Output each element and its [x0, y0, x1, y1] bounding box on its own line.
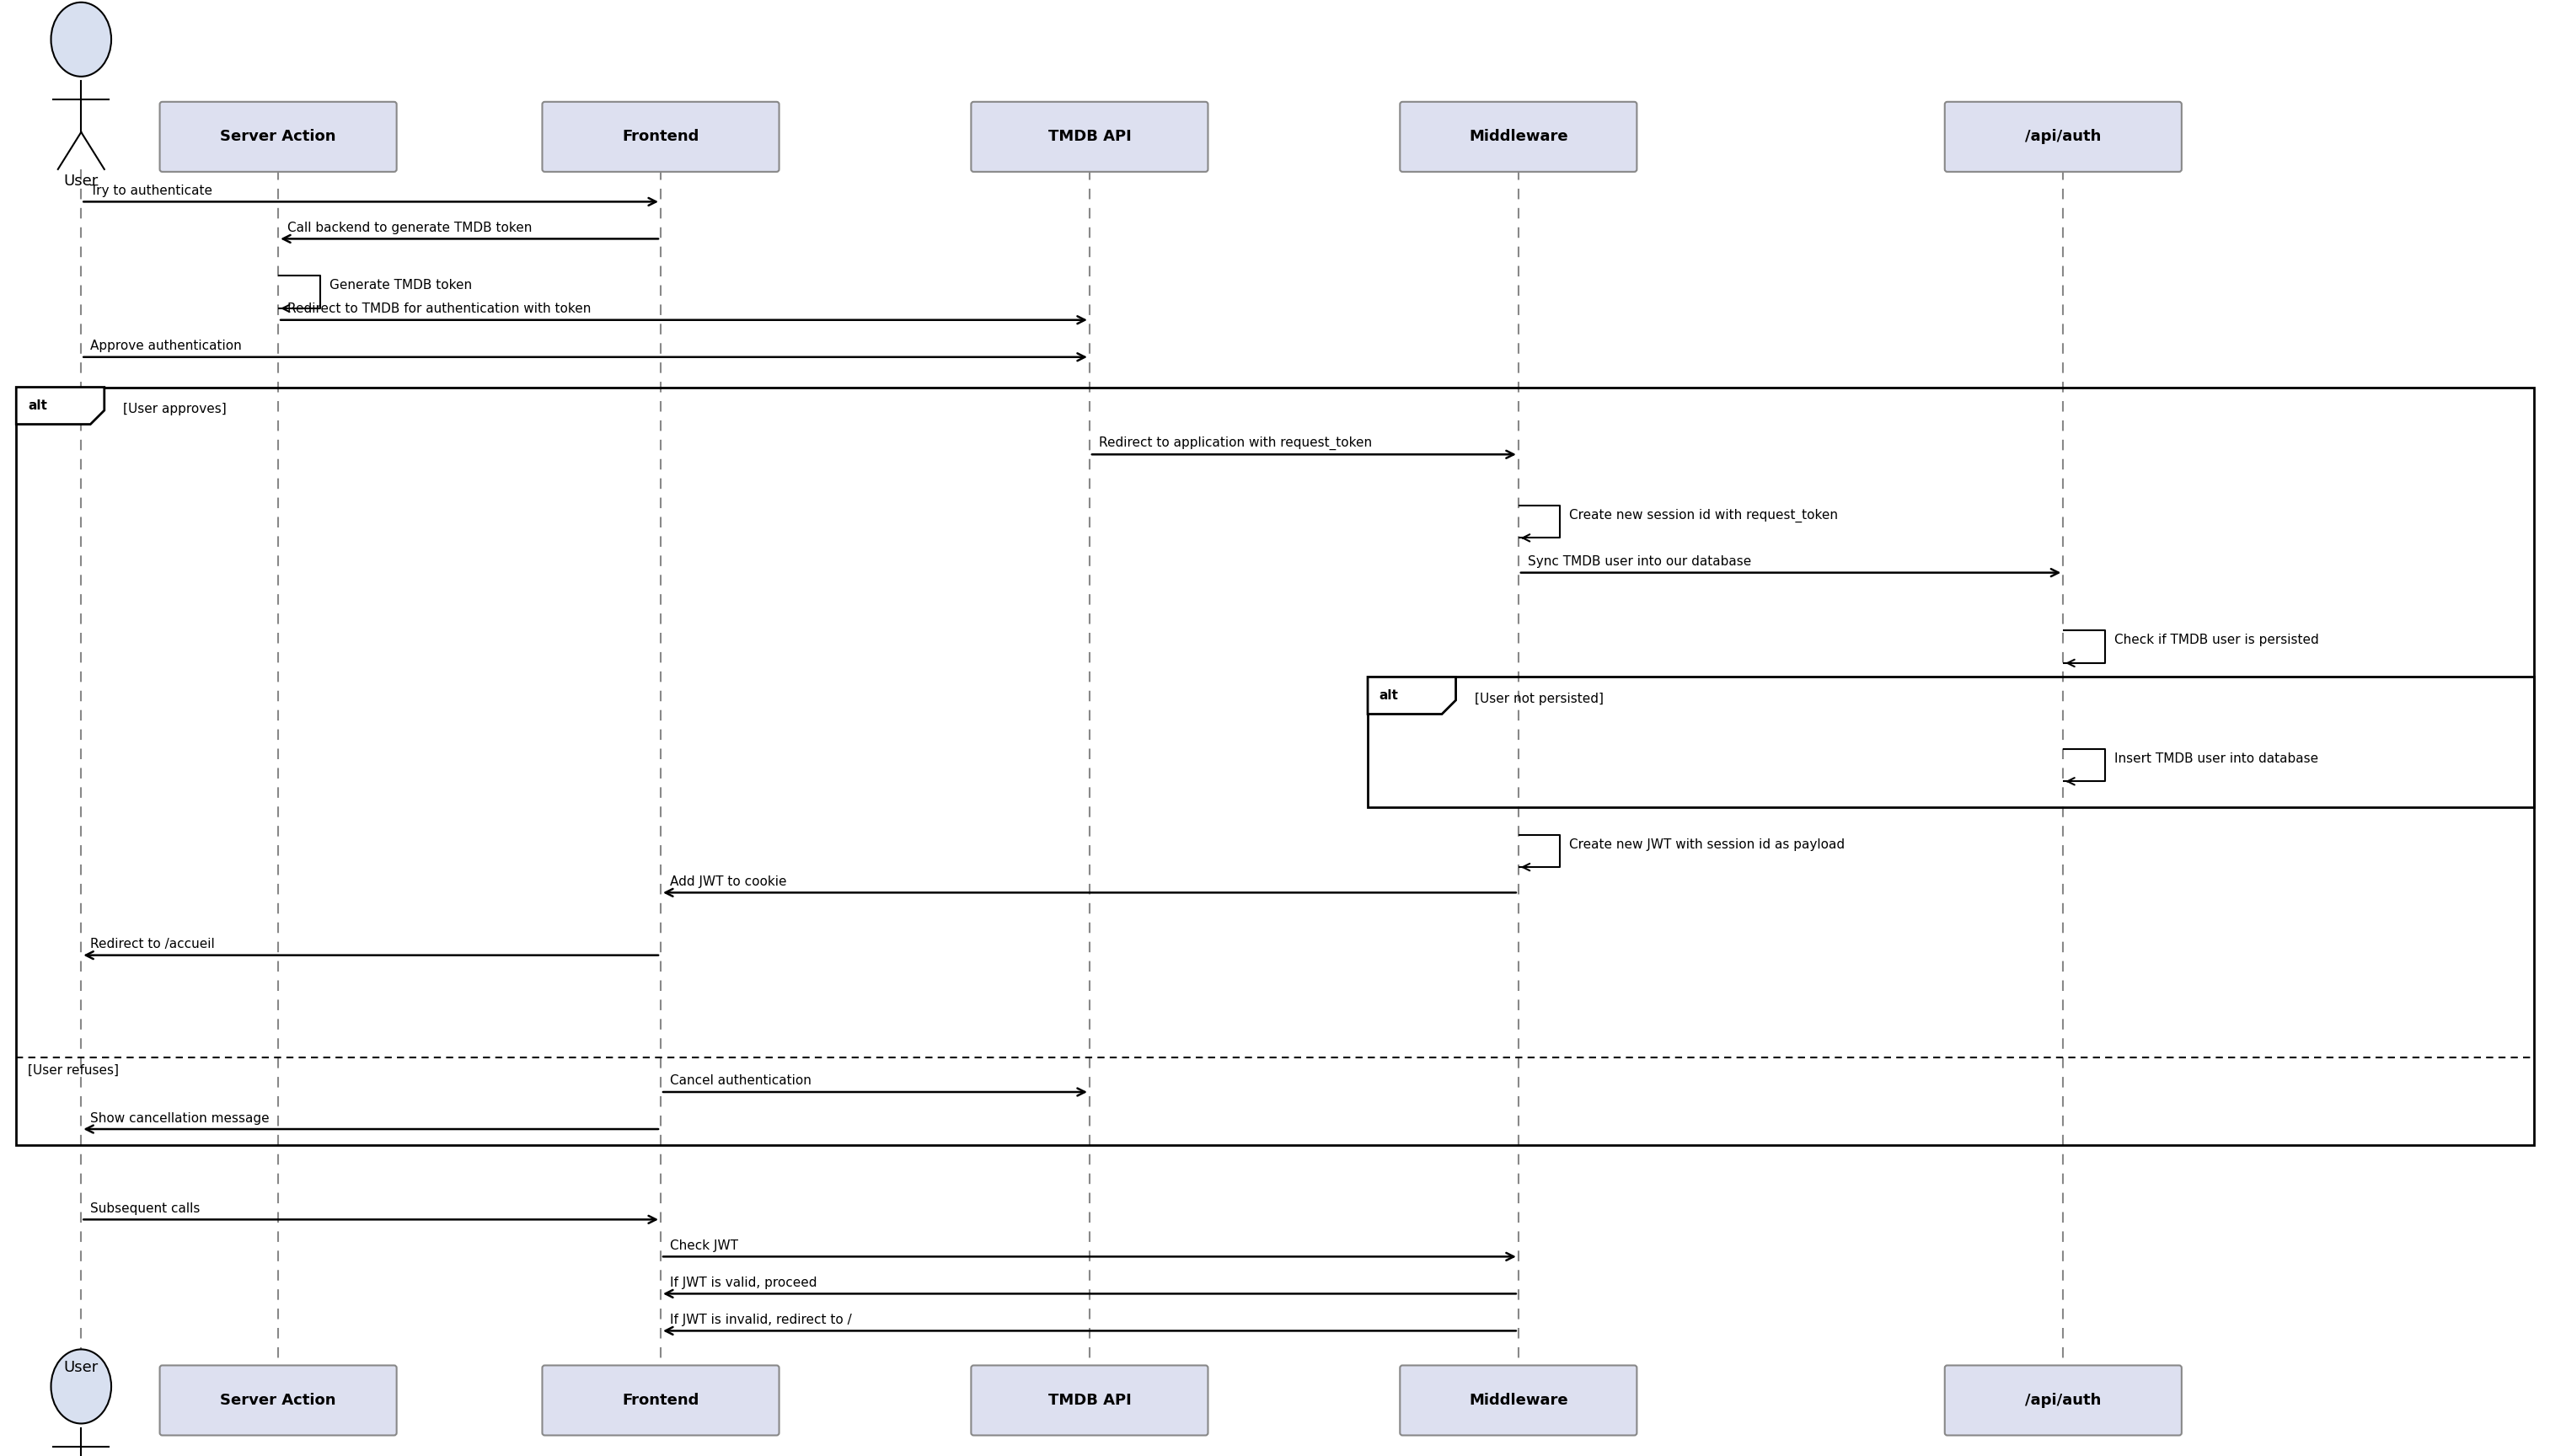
Text: User: User	[64, 1360, 99, 1374]
Text: /api/auth: /api/auth	[2025, 130, 2101, 144]
FancyBboxPatch shape	[1946, 102, 2183, 172]
Text: Approve authentication: Approve authentication	[89, 339, 242, 352]
Text: Check JWT: Check JWT	[671, 1239, 737, 1252]
Ellipse shape	[51, 1350, 112, 1424]
Text: If JWT is valid, proceed: If JWT is valid, proceed	[671, 1277, 816, 1289]
Ellipse shape	[51, 3, 112, 77]
FancyBboxPatch shape	[972, 102, 1209, 172]
Text: /api/auth: /api/auth	[2025, 1393, 2101, 1408]
Text: Generate TMDB token: Generate TMDB token	[329, 280, 472, 293]
Text: User: User	[64, 173, 99, 189]
Text: Sync TMDB user into our database: Sync TMDB user into our database	[1527, 555, 1752, 568]
Text: Redirect to TMDB for authentication with token: Redirect to TMDB for authentication with…	[288, 303, 592, 316]
FancyBboxPatch shape	[972, 1366, 1209, 1436]
FancyBboxPatch shape	[161, 102, 398, 172]
Text: Redirect to /accueil: Redirect to /accueil	[89, 938, 214, 951]
Bar	[1367, 677, 2535, 807]
Text: TMDB API: TMDB API	[1048, 1393, 1132, 1408]
Text: alt: alt	[1380, 689, 1397, 702]
Text: Redirect to application with request_token: Redirect to application with request_tok…	[1099, 437, 1372, 450]
Text: [User refuses]: [User refuses]	[28, 1064, 120, 1077]
Text: Middleware: Middleware	[1469, 130, 1568, 144]
Text: alt: alt	[28, 399, 46, 412]
Text: Frontend: Frontend	[622, 130, 699, 144]
Text: Show cancellation message: Show cancellation message	[89, 1112, 270, 1124]
Text: Insert TMDB user into database: Insert TMDB user into database	[2114, 753, 2318, 764]
FancyBboxPatch shape	[1400, 1366, 1637, 1436]
Text: Create new session id with request_token: Create new session id with request_token	[1568, 508, 1839, 523]
FancyBboxPatch shape	[543, 1366, 780, 1436]
Text: Server Action: Server Action	[219, 1393, 337, 1408]
Text: Create new JWT with session id as payload: Create new JWT with session id as payloa…	[1568, 839, 1846, 850]
Text: [User not persisted]: [User not persisted]	[1474, 693, 1604, 706]
Text: Frontend: Frontend	[622, 1393, 699, 1408]
Polygon shape	[15, 387, 105, 424]
Text: Cancel authentication: Cancel authentication	[671, 1075, 811, 1088]
FancyBboxPatch shape	[543, 102, 780, 172]
FancyBboxPatch shape	[1400, 102, 1637, 172]
Text: Check if TMDB user is persisted: Check if TMDB user is persisted	[2114, 633, 2318, 646]
Text: TMDB API: TMDB API	[1048, 130, 1132, 144]
Text: Add JWT to cookie: Add JWT to cookie	[671, 875, 785, 888]
Bar	[15, 387, 2535, 1146]
Text: Call backend to generate TMDB token: Call backend to generate TMDB token	[288, 221, 533, 234]
Text: Subsequent calls: Subsequent calls	[89, 1203, 201, 1214]
FancyBboxPatch shape	[161, 1366, 398, 1436]
Polygon shape	[1367, 677, 1456, 713]
Text: [User approves]: [User approves]	[122, 403, 227, 416]
Text: Try to authenticate: Try to authenticate	[89, 185, 212, 197]
Text: Middleware: Middleware	[1469, 1393, 1568, 1408]
Text: Server Action: Server Action	[219, 130, 337, 144]
Text: If JWT is invalid, redirect to /: If JWT is invalid, redirect to /	[671, 1313, 852, 1326]
FancyBboxPatch shape	[1946, 1366, 2183, 1436]
